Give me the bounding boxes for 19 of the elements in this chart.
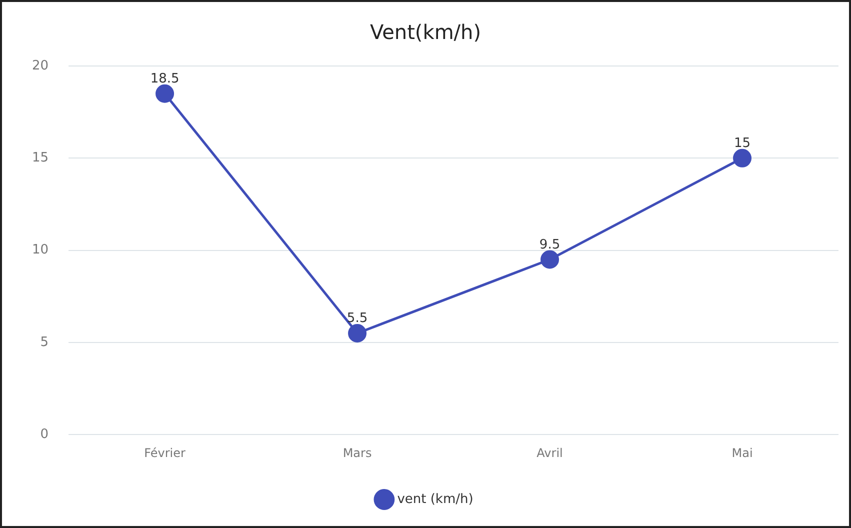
point (540, 250, 560, 269)
y-tick-label: 10 (32, 242, 49, 258)
legend-label: vent (km/h) (397, 492, 474, 507)
data-label: 18.5 (150, 72, 180, 87)
data-label: 9.5 (539, 237, 560, 252)
x-tick-label: Février (144, 446, 186, 460)
y-tick-label: 15 (32, 150, 49, 166)
x-tick-label: Avril (536, 446, 563, 460)
point (348, 324, 367, 342)
x-tick-label: Mars (342, 446, 372, 460)
y-tick-label: 20 (32, 58, 49, 74)
y-tick-label: 0 (40, 426, 49, 442)
data-label: 15 (734, 136, 751, 152)
point (733, 148, 752, 168)
x-tick-label: Mai (732, 446, 753, 460)
y-tick-label: 5 (40, 334, 49, 350)
chart-title: Vent(km/h) (370, 20, 482, 44)
data-label: 5.5 (346, 311, 368, 326)
point (156, 84, 174, 103)
